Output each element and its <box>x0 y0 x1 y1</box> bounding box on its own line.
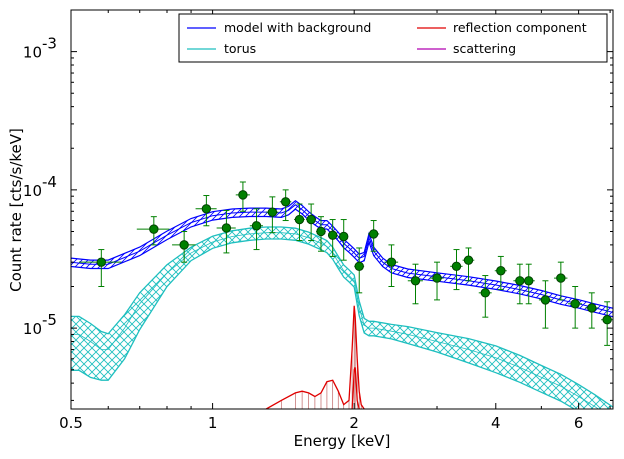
model-center-line <box>71 204 613 313</box>
data-point <box>494 255 507 291</box>
data-point <box>235 181 250 212</box>
data-point <box>354 247 365 294</box>
x-tick-label: 1 <box>208 414 218 432</box>
data-marker <box>339 231 349 242</box>
data-point <box>585 292 599 329</box>
data-point <box>195 195 217 227</box>
data-marker <box>480 288 491 298</box>
y-axis-label: Count rate [cts/s/keV] <box>7 128 25 292</box>
data-marker <box>556 273 566 283</box>
data-point <box>172 230 196 263</box>
legend-label-torus: torus <box>224 41 256 56</box>
data-point <box>554 261 568 301</box>
x-tick-label: 2 <box>349 414 359 432</box>
y-tick-exponent: -5 <box>42 311 57 329</box>
data-point <box>368 220 380 252</box>
data-marker <box>432 273 442 283</box>
data-point <box>601 301 613 346</box>
data-marker <box>280 197 291 207</box>
data-marker <box>238 190 248 200</box>
y-tick-label: 10 <box>23 182 42 200</box>
data-point <box>407 263 423 305</box>
x-tick-label: 0.5 <box>59 414 83 432</box>
data-marker <box>368 229 379 239</box>
data-marker <box>316 226 326 237</box>
data-marker <box>602 315 612 325</box>
legend-label-reflection: reflection component <box>453 20 587 35</box>
data-marker <box>149 224 159 234</box>
data-point <box>478 275 492 318</box>
torus-band <box>71 227 613 409</box>
data-marker <box>327 230 338 240</box>
data-marker <box>496 266 506 276</box>
legend-frame <box>178 13 608 63</box>
data-point <box>327 219 338 257</box>
data-point <box>450 249 463 291</box>
y-tick-label: 10 <box>23 320 42 338</box>
data-point <box>216 209 236 254</box>
y-tick-exponent: -3 <box>42 35 57 53</box>
data-marker <box>96 257 107 267</box>
data-point <box>79 249 122 288</box>
plot-background <box>71 10 613 409</box>
data-marker <box>354 261 364 271</box>
axis-ticks: 0.5 1 2 4 610-510-410-3 <box>23 10 613 432</box>
plot-frame <box>70 9 614 410</box>
data-point <box>430 261 444 301</box>
plot-area <box>71 181 613 409</box>
x-axis-label: Energy [keV] <box>294 432 391 450</box>
data-point <box>316 216 326 252</box>
data-marker <box>587 303 597 313</box>
data-marker <box>294 214 305 225</box>
data-marker <box>570 299 580 309</box>
data-point <box>294 203 305 242</box>
torus-upper-line <box>71 226 613 408</box>
data-point <box>568 286 582 329</box>
legend-label-scattering: scattering <box>453 41 516 56</box>
data-marker <box>451 261 462 271</box>
data-point <box>249 208 264 251</box>
data-point <box>538 280 552 329</box>
y-tick-exponent: -4 <box>42 173 57 191</box>
data-marker <box>221 223 232 233</box>
data-point <box>384 244 399 288</box>
data-point <box>136 216 170 246</box>
data-point <box>266 196 279 234</box>
data-marker <box>524 276 534 286</box>
data-marker <box>463 255 474 265</box>
data-marker <box>251 221 262 231</box>
reflection-component <box>265 305 365 409</box>
data-point <box>306 203 317 242</box>
data-points <box>79 181 613 346</box>
reflection-line <box>265 305 365 409</box>
data-marker <box>410 276 421 286</box>
torus-center-line <box>71 232 600 409</box>
data-point <box>513 263 527 305</box>
reflection-second-peak <box>351 367 360 409</box>
x-tick-label: 6 <box>574 414 584 432</box>
data-marker <box>306 214 316 225</box>
data-marker <box>179 240 189 250</box>
data-marker <box>540 295 551 305</box>
data-marker <box>386 257 397 267</box>
legend-label-model: model with background <box>224 20 371 35</box>
torus-lower-line <box>71 238 576 409</box>
data-marker <box>267 207 278 217</box>
y-tick-label: 10 <box>23 44 42 62</box>
data-point <box>339 219 349 261</box>
data-point <box>279 189 292 222</box>
data-point <box>522 263 535 305</box>
legend: model with background torus reflection c… <box>178 13 608 63</box>
model-lower-line <box>71 208 613 318</box>
data-marker <box>201 204 212 214</box>
model-upper-line <box>71 199 613 309</box>
x-tick-label: 4 <box>491 414 501 432</box>
data-point <box>462 247 475 282</box>
